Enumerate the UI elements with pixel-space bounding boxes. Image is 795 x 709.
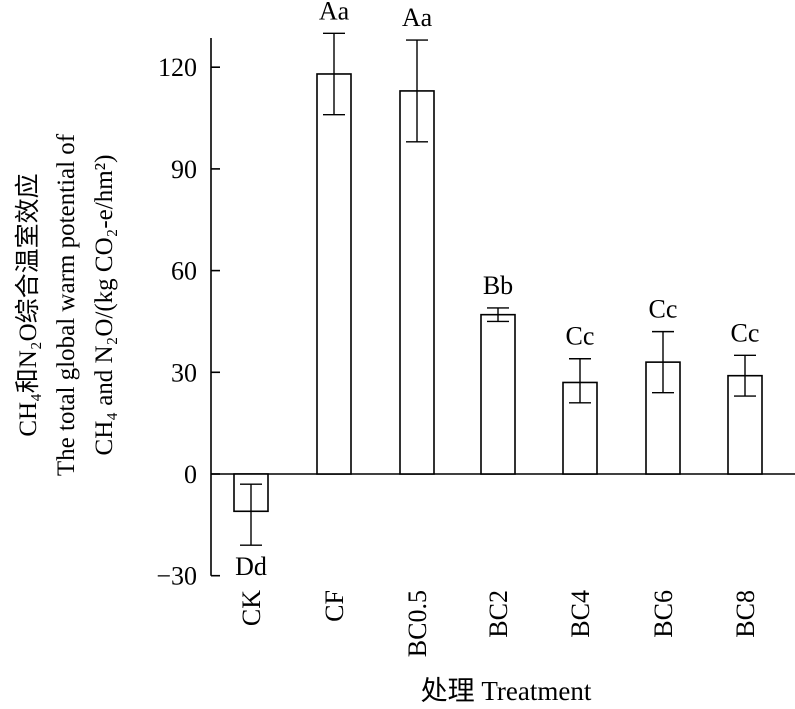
error-bars bbox=[240, 32, 756, 546]
bar-cf bbox=[316, 73, 352, 475]
y-tick-label: 60 bbox=[171, 257, 197, 286]
bar-bc2 bbox=[480, 313, 516, 475]
bar-bc05 bbox=[399, 90, 435, 475]
y-axis-title-line: CH₄和N₂O综合温室效应 bbox=[14, 173, 42, 436]
x-tick-label: BC0.5 bbox=[403, 590, 432, 657]
x-tick-label: BC8 bbox=[731, 590, 760, 638]
labels: Dd CK Aa CF Aa BC0.5 Bb BC2 Cc BC4 Cc BC6 Cc BC8 处理 Tr… bbox=[14, 0, 760, 706]
y-axis-title-line: CH₄ and N₂O/(kg CO₂-e/hm²) bbox=[91, 155, 118, 456]
y-tick-label: 30 bbox=[171, 358, 197, 387]
x-tick-label: BC2 bbox=[484, 590, 513, 638]
significance-label: Cc bbox=[649, 295, 678, 324]
significance-label: Aa bbox=[319, 0, 350, 25]
y-tick-label: 0 bbox=[184, 460, 197, 489]
significance-label: Aa bbox=[402, 3, 433, 32]
significance-label: Dd bbox=[235, 552, 267, 581]
y-tick-label: 90 bbox=[171, 155, 197, 184]
y-tick-label: −30 bbox=[156, 562, 197, 591]
x-axis-title: 处理 Treatment bbox=[421, 676, 592, 706]
significance-label: Bb bbox=[483, 271, 513, 300]
bars bbox=[233, 73, 763, 513]
x-tick-label: BC6 bbox=[649, 590, 678, 638]
axes: −30 0 30 60 90 120 bbox=[156, 38, 795, 591]
x-tick-label: CK bbox=[237, 590, 266, 626]
x-tick-label: CF bbox=[320, 590, 349, 622]
significance-label: Cc bbox=[731, 318, 760, 347]
significance-label: Cc bbox=[566, 322, 595, 351]
y-axis-title-line: The total global warm potential of bbox=[53, 133, 80, 476]
y-tick-label: 120 bbox=[158, 53, 197, 82]
x-tick-label: BC4 bbox=[566, 590, 595, 638]
